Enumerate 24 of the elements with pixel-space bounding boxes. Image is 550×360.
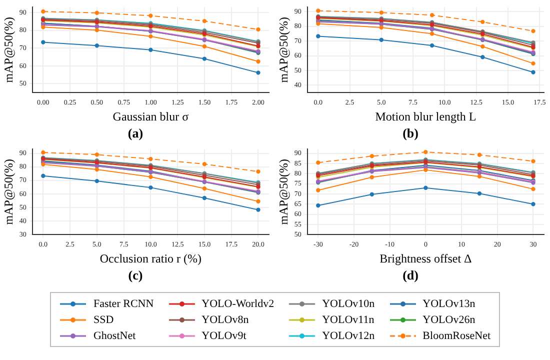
legend-label: YOLOv8n <box>202 314 249 326</box>
legend-label: YOLOv9t <box>202 330 246 342</box>
y-axis-title: mAP@50(%) <box>1 159 16 225</box>
y-axis-title: mAP@50(%) <box>276 17 290 83</box>
legend-label: GhostNet <box>93 330 136 342</box>
legend-label: Faster RCNN <box>93 298 154 310</box>
legend-label: YOLOv13n <box>422 298 476 310</box>
text: (d) <box>402 268 418 283</box>
legend-label: YOLOv26n <box>422 314 476 326</box>
legend-label: YOLO-Worldv2 <box>202 298 274 310</box>
y-axis-title: mAP@50(%) <box>276 159 290 225</box>
y-axis-title: mAP@50(%) <box>1 17 16 83</box>
legend-label: YOLOv10n <box>322 298 375 310</box>
x-axis-title: Gaussian blur σ <box>112 109 190 124</box>
text: (b) <box>402 126 418 141</box>
x-axis-title: Motion blur length L <box>375 109 476 124</box>
x-axis-title: Brightness offset Δ <box>380 251 472 266</box>
legend-label: BloomRoseNet <box>422 330 491 342</box>
legend-label: YOLOv11n <box>322 314 374 326</box>
legend-label: YOLOv12n <box>322 330 375 342</box>
text: (a) <box>128 126 144 141</box>
text: (c) <box>128 268 143 283</box>
x-axis-title: Occlusion ratio r (%) <box>100 251 202 266</box>
legend-label: SSD <box>93 314 114 326</box>
